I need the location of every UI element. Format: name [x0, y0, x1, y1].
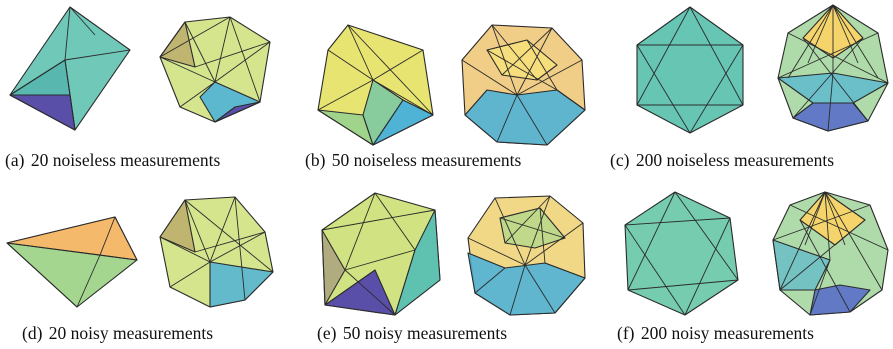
panel-f-true-polytope — [624, 191, 739, 316]
caption-e: (e) 50 noisy measurements — [317, 323, 507, 343]
caption-c: (c) 200 noiseless measurements — [610, 150, 834, 170]
caption-a: (a) 20 noiseless measurements — [5, 150, 220, 170]
face — [324, 269, 396, 316]
panel-e-estimated-polytope — [467, 195, 586, 316]
panel-c-true-polytope — [636, 6, 744, 134]
caption-text: 200 noiseless measurements — [635, 150, 835, 170]
face — [624, 191, 739, 316]
caption-label: (e) — [317, 323, 337, 343]
panel-e-true-polytope — [321, 192, 441, 316]
panel-a — [0, 0, 290, 180]
panel-a-true-polytope — [9, 6, 131, 131]
caption-label: (c) — [610, 150, 630, 170]
face — [159, 21, 196, 68]
caption-label: (f) — [617, 323, 635, 343]
face — [636, 6, 744, 134]
face — [777, 72, 889, 104]
caption-text: 50 noisy measurements — [342, 323, 508, 343]
panel-e — [305, 175, 595, 349]
caption-label: (b) — [305, 150, 326, 170]
caption-label: (d) — [22, 323, 43, 343]
caption-b: (b) 50 noiseless measurements — [305, 150, 521, 170]
caption-text: 200 noisy measurements — [640, 323, 814, 343]
face — [809, 284, 871, 316]
caption-d: (d) 20 noisy measurements — [22, 323, 213, 343]
caption-label: (a) — [5, 150, 25, 170]
panel-c-estimated-polytope — [777, 4, 889, 132]
panel-f — [605, 175, 893, 349]
panel-d-true-polytope — [6, 216, 138, 308]
panel-b — [305, 0, 595, 180]
caption-f: (f) 200 noisy measurements — [617, 323, 814, 343]
face — [464, 89, 586, 146]
caption-text: 20 noiseless measurements — [30, 150, 221, 170]
panel-c — [605, 0, 893, 180]
face — [214, 101, 261, 123]
panel-a-estimated-polytope — [159, 16, 271, 123]
panel-d — [0, 175, 290, 349]
face — [467, 252, 586, 316]
panel-b-estimated-polytope — [461, 24, 586, 146]
face — [772, 239, 831, 291]
panel-d-estimated-polytope — [159, 196, 274, 308]
caption-text: 20 noisy measurements — [48, 323, 214, 343]
panel-b-true-polytope — [317, 24, 434, 146]
face — [9, 94, 76, 131]
face — [159, 199, 196, 253]
face — [362, 79, 404, 146]
panel-f-estimated-polytope — [772, 191, 889, 316]
caption-text: 50 noiseless measurements — [331, 150, 522, 170]
face — [321, 229, 346, 306]
